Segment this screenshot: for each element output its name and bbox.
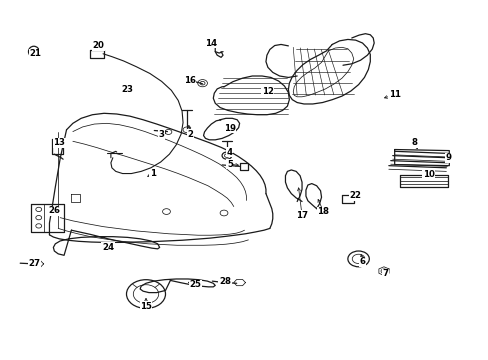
Text: 5: 5 bbox=[226, 160, 232, 169]
Text: 27: 27 bbox=[29, 259, 41, 268]
Text: 14: 14 bbox=[205, 39, 217, 48]
Text: 22: 22 bbox=[349, 191, 361, 200]
Text: 24: 24 bbox=[102, 243, 114, 252]
Text: 4: 4 bbox=[226, 148, 232, 157]
Text: 12: 12 bbox=[262, 86, 273, 95]
Text: 8: 8 bbox=[410, 138, 416, 147]
Text: 7: 7 bbox=[382, 269, 388, 278]
Text: 2: 2 bbox=[187, 130, 193, 139]
Text: 19: 19 bbox=[224, 124, 235, 133]
Text: 13: 13 bbox=[53, 138, 65, 147]
Text: 25: 25 bbox=[189, 280, 201, 289]
Text: 1: 1 bbox=[149, 169, 156, 178]
Text: 11: 11 bbox=[388, 90, 400, 99]
Text: 23: 23 bbox=[121, 85, 133, 94]
Text: 21: 21 bbox=[30, 49, 41, 58]
Text: 26: 26 bbox=[48, 206, 60, 215]
Text: 9: 9 bbox=[445, 153, 450, 162]
Text: 16: 16 bbox=[183, 76, 196, 85]
Text: 3: 3 bbox=[158, 130, 164, 139]
Text: 18: 18 bbox=[317, 207, 329, 216]
Text: 10: 10 bbox=[422, 171, 434, 180]
Text: 28: 28 bbox=[219, 276, 230, 285]
Text: 15: 15 bbox=[140, 302, 152, 311]
Text: 6: 6 bbox=[359, 257, 365, 266]
Text: 17: 17 bbox=[295, 211, 307, 220]
Text: 20: 20 bbox=[92, 41, 104, 50]
